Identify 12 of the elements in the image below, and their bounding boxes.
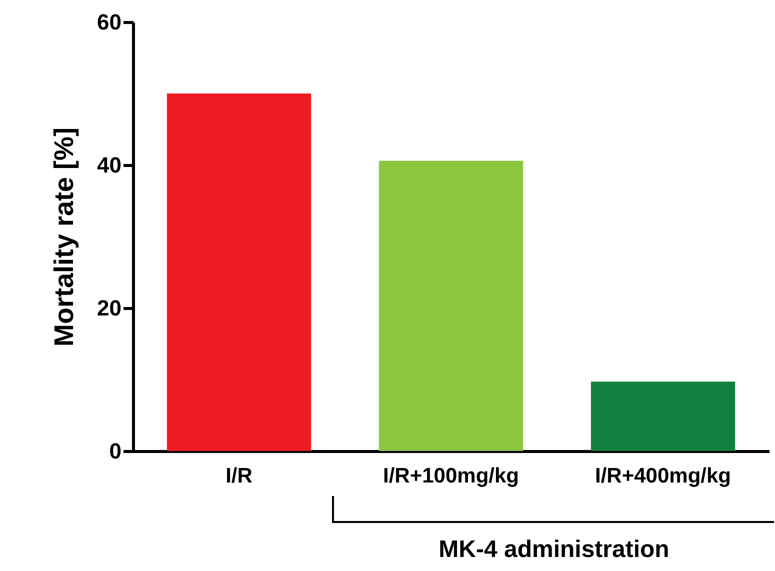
y-tick-label: 0 [109, 438, 122, 464]
y-axis-title: Mortality rate [%] [49, 127, 80, 347]
x-tick-label: I/R+100mg/kg [383, 464, 519, 488]
bar [378, 160, 524, 451]
x-tick-label: I/R [226, 464, 252, 488]
bar [590, 382, 736, 451]
y-tick-label: 40 [97, 152, 122, 178]
text: MK-4 administration [438, 536, 670, 564]
y-tick-label: 20 [97, 296, 122, 320]
bar [166, 94, 312, 451]
x-tick-label: I/R+400mg/kg [595, 464, 731, 488]
y-tick-label: 60 [97, 10, 122, 34]
